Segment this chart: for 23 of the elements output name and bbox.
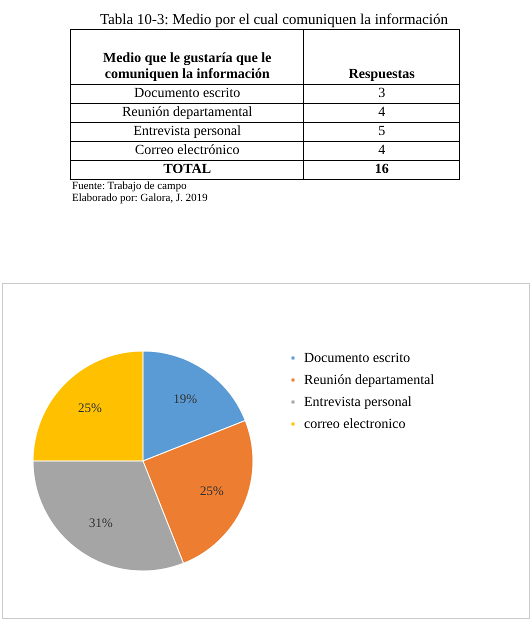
data-label: 31% [88, 515, 113, 530]
source-note: Fuente: Trabajo de campo [72, 180, 188, 192]
text: Medio que le gustaría que le comuniquen la información [70, 30, 304, 84]
text: 3 [304, 84, 460, 104]
text: Elaborado por: Galora, J. 2019 [72, 192, 209, 204]
data-label: 19% [173, 390, 198, 406]
legend-label: Entrevista personal [304, 395, 412, 410]
data-label: 25% [78, 400, 102, 415]
text: Correo electrónico [70, 142, 304, 160]
chart-title: Tabla 10-3: Medio por el cual comuniquen la información [100, 12, 450, 29]
text: Reunión departamental [70, 104, 304, 122]
legend-label: Reunión departamental [304, 373, 434, 388]
text: TOTAL [70, 160, 304, 180]
text: Respuestas [304, 30, 460, 84]
text: 4 [304, 104, 460, 122]
text: Documento escrito [70, 84, 304, 104]
legend-label: Documento escrito [304, 351, 410, 366]
text: 4 [304, 142, 460, 160]
text: 16 [304, 160, 460, 180]
text: 5 [304, 122, 460, 142]
text: Entrevista personal [70, 122, 304, 142]
legend-label: correo electronico [304, 417, 406, 432]
data-label: 25% [200, 482, 224, 498]
